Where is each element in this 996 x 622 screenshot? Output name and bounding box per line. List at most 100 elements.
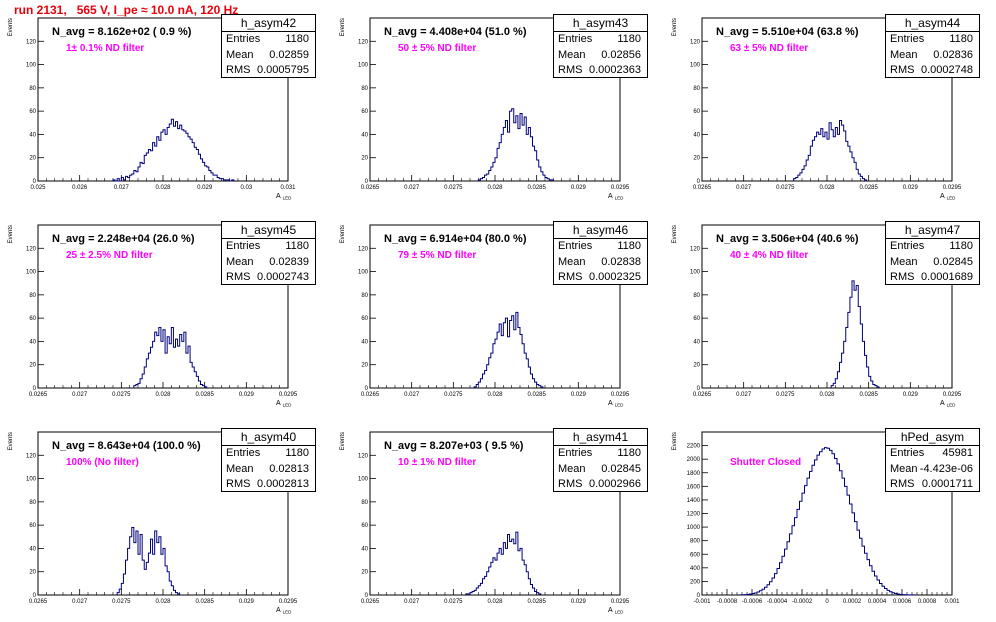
stats-entries-row: Entries 1180 — [886, 239, 979, 255]
stats-mean-label: Mean — [226, 48, 254, 61]
stats-rms-value: 0.0002813 — [257, 478, 309, 490]
x-tick-label: 0.031 — [280, 185, 296, 191]
x-axis-label-subscript: LED — [947, 403, 957, 408]
histogram-name: h_asym44 — [886, 15, 979, 32]
histogram-panel: 0.0265 0.027 0.0275 0.028 0.0285 0.029 0.0295 0… — [332, 207, 664, 414]
x-tick-label: 0.0295 — [943, 185, 962, 191]
stats-rms-value: 0.0002743 — [257, 271, 309, 283]
filter-annotation: 100% (No filter) — [66, 457, 139, 468]
x-tick-label: 0.027 — [404, 185, 420, 191]
y-axis-label: Events — [672, 432, 678, 450]
y-tick-label: 120 — [26, 453, 37, 459]
x-tick-label: 0.028 — [487, 185, 503, 191]
y-tick-label: 60 — [29, 523, 36, 529]
x-tick-label: 0.0275 — [776, 392, 795, 398]
x-tick-label: 0.029 — [903, 185, 919, 191]
stats-entries-label: Entries — [558, 33, 593, 45]
x-tick-label: 0.0285 — [527, 392, 546, 398]
y-tick-label: 0 — [697, 593, 701, 599]
x-tick-label: 0.0004 — [868, 599, 887, 605]
page-title: run 2131, 565 V, I_pe ≈ 10.0 nA, 120 Hz — [14, 3, 239, 17]
y-axis-label: Events — [340, 225, 346, 243]
stats-mean-row: Mean -4.423e-06 — [886, 462, 979, 478]
y-axis-label: Events — [672, 225, 678, 243]
x-tick-label: 0.025 — [30, 185, 46, 191]
x-axis-label-subscript: LED — [283, 403, 293, 408]
x-tick-label: 0.027 — [404, 392, 420, 398]
stats-box: h_asym44 Entries 1180 Mean 0.02836 RMS 0.00027… — [885, 14, 980, 78]
stats-mean-label: Mean — [890, 462, 918, 475]
y-tick-label: 80 — [29, 293, 36, 299]
stats-rms-row: RMS 0.0002363 — [554, 63, 647, 79]
stats-mean-row: Mean 0.02856 — [554, 48, 647, 64]
y-tick-label: 20 — [693, 363, 700, 369]
histogram-step-line — [465, 531, 542, 595]
y-tick-label: 0 — [33, 593, 37, 599]
x-tick-label: 0.0275 — [444, 599, 463, 605]
y-tick-label: 120 — [690, 39, 701, 45]
stats-mean-value: 0.02838 — [601, 255, 641, 268]
histogram-panel: -0.001 -0.0008 -0.0006 -0.0004 -0.0002 0 0.000… — [664, 414, 996, 621]
histogram-plot: 0.025 0.026 0.027 0.028 0.029 0.03 0.031 0 20 40 6… — [8, 17, 296, 201]
x-axis-label: A LED — [276, 400, 292, 408]
histogram-panel: 0.0265 0.027 0.0275 0.028 0.0285 0.029 0.0295 0… — [664, 207, 996, 414]
x-tick-label: 0.0295 — [279, 392, 298, 398]
y-tick-label: 1200 — [687, 512, 701, 518]
y-tick-label: 60 — [29, 109, 36, 115]
x-tick-label: 0.0295 — [611, 599, 630, 605]
histogram-name: h_asym46 — [554, 222, 647, 239]
x-tick-label: 0.0265 — [361, 185, 380, 191]
filter-annotation: 79 ± 5% ND filter — [398, 250, 477, 261]
x-tick-label: 0.029 — [571, 599, 587, 605]
y-tick-label: 120 — [26, 39, 37, 45]
stats-entries-label: Entries — [890, 33, 925, 45]
x-axis-label: A LED — [608, 400, 624, 408]
y-tick-label: 40 — [361, 132, 368, 138]
stats-rms-value: 0.0002325 — [589, 271, 641, 283]
y-tick-label: 100 — [26, 63, 37, 69]
x-tick-label: 0.029 — [197, 185, 213, 191]
x-tick-label: 0.0285 — [859, 392, 878, 398]
filter-annotation: Shutter Closed — [730, 457, 802, 468]
y-tick-label: 100 — [358, 477, 369, 483]
x-tick-label: 0.0275 — [112, 392, 131, 398]
x-tick-label: 0.0285 — [527, 599, 546, 605]
x-tick-label: 0.0265 — [29, 392, 48, 398]
stats-mean-row: Mean 0.02845 — [886, 255, 979, 271]
x-axis-label-subscript: LED — [947, 196, 957, 201]
x-tick-label: 0.0002 — [843, 599, 862, 605]
y-tick-label: 100 — [358, 63, 369, 69]
y-tick-label: 40 — [693, 132, 700, 138]
x-tick-label: -0.001 — [693, 599, 711, 605]
stats-mean-label: Mean — [226, 462, 254, 475]
stats-rms-row: RMS 0.0002813 — [222, 477, 315, 493]
x-tick-label: 0.0265 — [29, 599, 48, 605]
y-tick-label: 60 — [361, 316, 368, 322]
histogram-panel: 0.0265 0.027 0.0275 0.028 0.0285 0.029 0.0295 0… — [664, 0, 996, 207]
stats-mean-label: Mean — [558, 255, 586, 268]
y-tick-label: 120 — [358, 453, 369, 459]
y-tick-label: 20 — [361, 570, 368, 576]
stats-entries-row: Entries 1180 — [222, 239, 315, 255]
stats-mean-row: Mean 0.02813 — [222, 462, 315, 478]
x-tick-label: 0.0275 — [776, 185, 795, 191]
navg-label: N_avg = 3.506e+04 (40.6 %) — [716, 233, 859, 245]
y-axis-label: Events — [672, 18, 678, 36]
y-tick-label: 0 — [365, 179, 369, 185]
stats-entries-label: Entries — [558, 240, 593, 252]
y-tick-label: 60 — [361, 523, 368, 529]
y-tick-label: 1000 — [687, 525, 701, 531]
stats-box: h_asym40 Entries 1180 Mean 0.02813 RMS 0.00028… — [221, 428, 316, 492]
y-tick-label: 120 — [358, 39, 369, 45]
histogram-name: h_asym43 — [554, 15, 647, 32]
x-tick-label: 0.0275 — [444, 392, 463, 398]
x-tick-label: 0.029 — [239, 392, 255, 398]
stats-entries-row: Entries 1180 — [554, 32, 647, 48]
stats-entries-row: Entries 1180 — [554, 239, 647, 255]
stats-mean-row: Mean 0.02836 — [886, 48, 979, 64]
y-tick-label: 100 — [26, 270, 37, 276]
stats-mean-label: Mean — [558, 48, 586, 61]
x-tick-label: 0.029 — [571, 185, 587, 191]
stats-mean-label: Mean — [890, 48, 918, 61]
x-tick-label: 0.0295 — [279, 599, 298, 605]
